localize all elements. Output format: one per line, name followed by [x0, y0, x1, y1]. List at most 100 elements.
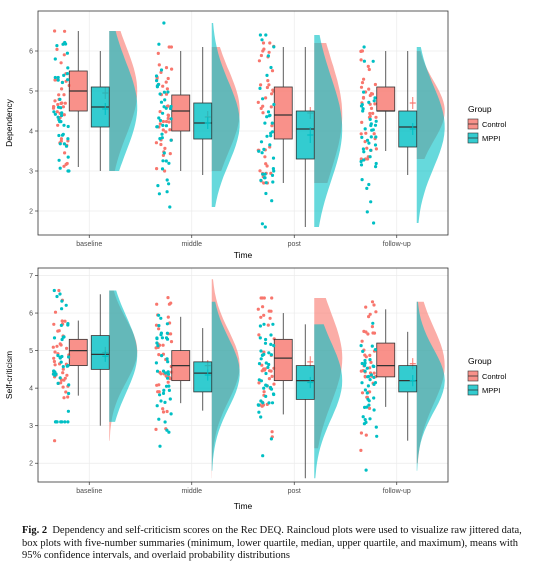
data-point: [162, 388, 166, 392]
data-point: [161, 84, 165, 88]
box-mppi-middle: [193, 102, 213, 140]
x-tick-label: follow-up: [383, 241, 411, 248]
data-point: [363, 369, 367, 373]
data-point: [368, 312, 372, 316]
data-point: [258, 33, 262, 37]
data-point: [52, 322, 56, 326]
data-point: [57, 158, 61, 162]
x-axis-title: Time: [234, 501, 253, 511]
data-point: [365, 146, 369, 150]
data-point: [158, 122, 162, 126]
data-point: [371, 111, 375, 115]
data-point: [267, 114, 271, 118]
data-point: [368, 155, 372, 159]
data-point: [256, 307, 260, 311]
data-point: [269, 437, 273, 441]
density-mppi-middle: [211, 301, 240, 471]
data-point: [259, 399, 263, 403]
box-control-baseline: [68, 338, 88, 367]
data-point: [268, 316, 272, 320]
data-point: [372, 99, 376, 103]
data-point: [262, 386, 266, 390]
data-point: [261, 454, 265, 458]
data-point: [359, 431, 363, 435]
data-point: [161, 369, 166, 373]
data-point: [158, 110, 162, 114]
legend-title: Group: [468, 104, 492, 114]
data-point: [165, 331, 169, 335]
data-point: [160, 354, 164, 358]
data-point: [368, 353, 372, 357]
data-point: [360, 381, 364, 385]
data-point: [53, 57, 57, 61]
data-point: [264, 96, 268, 100]
y-tick-label: 6: [29, 311, 33, 318]
data-point: [52, 336, 57, 340]
data-point: [259, 140, 264, 144]
data-point: [165, 428, 169, 432]
data-point: [164, 384, 169, 388]
data-point: [157, 324, 161, 328]
data-point: [262, 313, 266, 317]
data-point: [270, 124, 274, 128]
data-point: [162, 151, 166, 155]
data-point: [263, 172, 267, 176]
data-point: [63, 29, 67, 33]
data-point: [372, 132, 376, 136]
box-control-middle: [171, 94, 191, 132]
data-point: [270, 130, 275, 134]
data-point: [65, 346, 69, 350]
data-point: [63, 40, 67, 45]
density-mppi-follow-up: [416, 47, 445, 223]
data-point: [155, 404, 159, 408]
data-point: [166, 372, 171, 376]
data-point: [164, 124, 168, 128]
data-point: [271, 180, 275, 184]
data-point: [360, 339, 364, 343]
data-point: [55, 344, 59, 348]
data-point: [260, 363, 264, 367]
data-point: [263, 121, 267, 125]
data-point: [59, 360, 63, 364]
data-point: [360, 81, 365, 85]
x-tick-label: follow-up: [383, 488, 411, 495]
data-point: [270, 401, 275, 405]
data-point: [373, 348, 377, 352]
data-point: [260, 38, 264, 42]
data-point: [163, 146, 167, 150]
data-point: [373, 82, 377, 87]
box-mppi-middle: [193, 361, 213, 393]
data-point: [162, 90, 166, 94]
data-point: [271, 167, 275, 171]
data-point: [366, 332, 370, 336]
data-point: [366, 397, 370, 401]
data-point: [165, 190, 169, 194]
data-point: [265, 134, 269, 138]
data-point: [269, 65, 273, 70]
data-point: [267, 351, 271, 355]
data-point: [270, 374, 274, 378]
data-point: [363, 363, 367, 368]
data-point: [164, 130, 168, 134]
data-point: [160, 132, 164, 136]
data-point: [157, 192, 161, 196]
data-point: [164, 119, 169, 124]
data-point: [368, 114, 372, 118]
data-point: [63, 101, 67, 105]
data-point: [259, 349, 263, 353]
data-point: [162, 105, 166, 109]
data-point: [260, 222, 264, 226]
data-point: [166, 296, 170, 300]
y-tick-label: 3: [29, 423, 33, 430]
data-point: [155, 302, 159, 306]
data-point: [359, 344, 363, 348]
data-point: [272, 169, 276, 173]
data-point: [369, 200, 373, 204]
data-point: [159, 316, 163, 320]
data-point: [363, 361, 367, 365]
data-point: [165, 357, 169, 361]
data-point: [53, 99, 57, 103]
data-point: [155, 341, 159, 345]
data-point: [166, 376, 170, 380]
box-control-post: [273, 86, 293, 140]
